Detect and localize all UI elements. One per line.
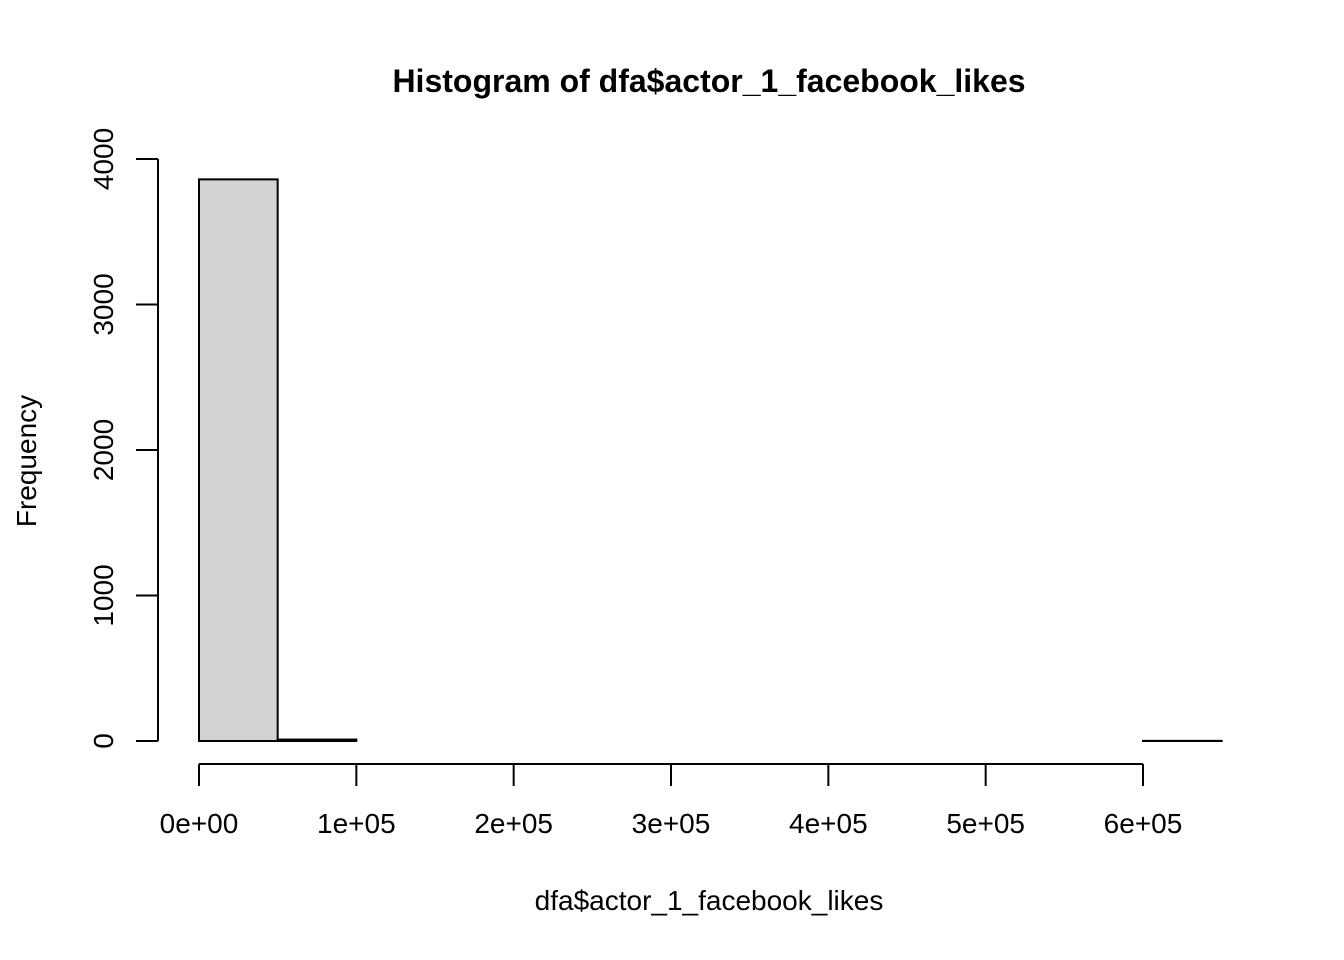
chart-title: Histogram of dfa$actor_1_facebook_likes [392,63,1025,99]
y-tick-label: 3000 [88,273,119,335]
x-tick-label: 3e+05 [632,808,711,839]
x-tick-label: 1e+05 [317,808,396,839]
y-axis: 0 1000 2000 3000 4000 [88,128,159,749]
bars-group [198,178,1223,742]
x-tick-label: 6e+05 [1104,808,1183,839]
x-axis-label: dfa$actor_1_facebook_likes [535,885,884,916]
y-tick-label: 2000 [88,419,119,481]
y-tick-label: 0 [88,733,119,749]
x-tick-label: 5e+05 [946,808,1025,839]
y-axis-label: Frequency [11,395,42,527]
x-tick-label: 2e+05 [474,808,553,839]
x-axis: 0e+00 1e+05 2e+05 3e+05 4e+05 5e+05 6e+05 [160,763,1183,839]
x-tick-label: 0e+00 [160,808,239,839]
y-tick-label: 1000 [88,564,119,626]
x-tick-label: 4e+05 [789,808,868,839]
histogram-bar [276,738,358,742]
histogram-bar [198,178,279,742]
y-tick-label: 4000 [88,128,119,190]
